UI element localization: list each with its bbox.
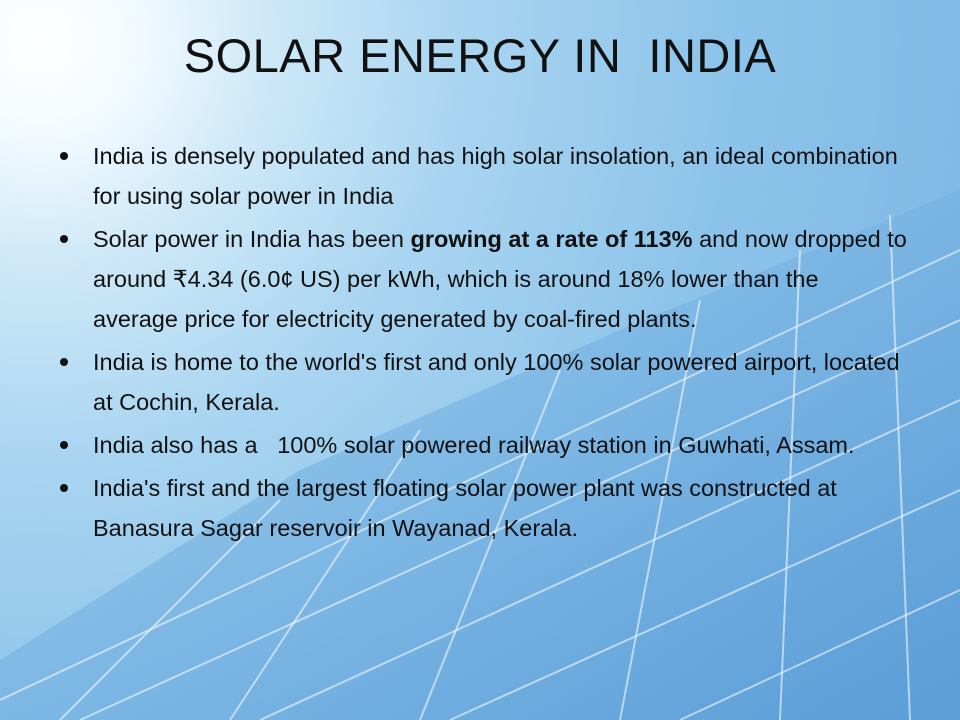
bullet-item: Solar power in India has been growing at… [58,219,908,339]
bullet-dot [60,484,68,492]
bullet-item: India also has a 100% solar powered rail… [58,425,908,465]
slide-title: SOLAR ENERGY IN INDIA [183,29,777,82]
bullet-text: Solar power in India has been [93,226,411,252]
bullet-item: India is home to the world's first and o… [58,342,908,422]
bullet-item: India is densely populated and has high … [58,136,908,216]
bullet-text: and now dropped to around ₹4.34 (6.0¢ US… [93,226,914,332]
bullet-dot [60,235,68,243]
bullet-item: India's first and the largest floating s… [58,468,908,548]
bullet-list: India is densely populated and has high … [58,136,908,551]
bullet-dot [60,358,68,366]
bullet-text: India is home to the world's first and o… [93,349,907,415]
bullet-text: India is densely populated and has high … [93,143,905,209]
bullet-text: India also has a 100% solar powered rail… [93,432,855,458]
bold-text: growing at a rate of 113% [410,226,693,252]
bullet-dot [60,441,68,449]
bullet-dot [60,152,68,160]
bullet-text: India's first and the largest floating s… [93,475,844,541]
